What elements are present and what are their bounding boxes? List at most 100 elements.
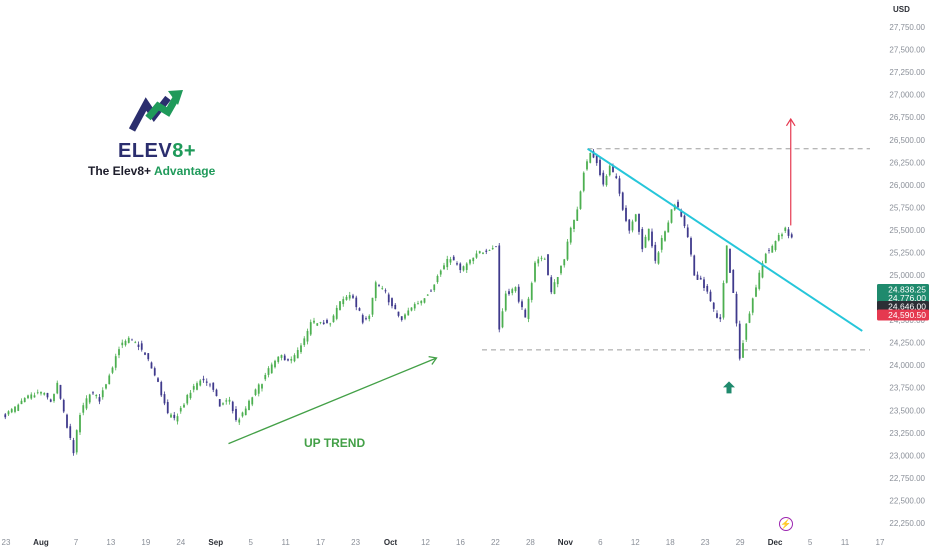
price-badge: 24,646.00 [877,301,929,312]
candle [300,343,302,354]
candle [534,260,536,283]
candle [322,320,325,325]
candle [59,384,62,400]
uptrend-label: UP TREND [304,436,366,450]
candle [781,232,783,240]
candle [495,246,497,248]
candle [543,257,546,260]
candle [745,323,748,342]
candle [277,356,280,364]
candle [608,162,611,177]
price-tick-label: 27,000.00 [889,91,925,100]
lightning-icon[interactable]: ⚡ [779,517,793,531]
currency-label: USD [893,5,910,14]
candle [326,318,328,324]
candle [430,289,432,292]
price-tick-label: 26,750.00 [889,113,925,122]
candle [10,407,13,414]
candle [254,388,257,397]
candle [387,292,390,306]
candle [670,209,673,224]
candle [342,296,345,307]
candle [647,228,650,242]
candle [49,398,52,403]
descending-trendline [587,147,863,332]
uptrend-arrow [228,355,438,445]
candle [248,399,250,411]
candle [547,254,549,276]
candle [335,305,338,321]
candle [280,354,283,361]
candle [722,280,725,320]
candle [371,297,374,317]
candle [7,410,10,416]
candle [400,316,403,322]
candle [517,284,520,304]
candle [537,256,540,267]
candle [446,255,449,271]
day-tick-label: 6 [598,538,603,547]
candle [690,236,692,257]
candle [563,258,566,268]
candle [205,378,208,386]
candle [521,299,523,311]
candle [69,423,72,440]
candle [121,339,124,349]
candle [478,250,481,254]
candle [462,265,465,272]
candle [176,413,179,425]
month-tick-label: Sep [208,538,223,547]
candle [40,391,42,396]
candle [784,226,787,234]
candle [153,366,156,377]
candle [267,366,270,378]
candle [30,392,33,400]
candle [163,391,166,406]
candle [309,319,312,337]
candle [602,170,605,187]
price-tick-label: 27,250.00 [889,68,925,77]
candle [244,406,247,416]
candle [358,307,361,312]
candle [14,405,16,414]
candle [293,353,296,363]
day-tick-label: 22 [491,538,500,547]
day-tick-label: 7 [74,538,79,547]
candle [569,226,572,245]
candle [683,214,686,229]
month-tick-label: Aug [33,538,49,547]
time-axis[interactable]: 23 Aug 7 13 19 24 Sep 5 11 17 23 Oct 12 16 22 28 Nov 6 12 1… [2,538,885,547]
candle [355,295,358,311]
candle [488,249,491,252]
day-tick-label: 29 [736,538,745,547]
svg-text:24,590.50: 24,590.50 [888,310,926,320]
candle [306,328,309,345]
candle [88,393,91,405]
candle [384,288,387,294]
price-tick-label: 22,750.00 [889,474,925,483]
candle [501,308,504,329]
price-axis[interactable]: 27,750.00 27,500.00 27,250.00 27,000.00 26,7… [889,23,925,528]
candle [748,311,751,324]
price-tick-label: 22,500.00 [889,496,925,505]
candle [98,393,101,405]
candle [111,366,114,375]
candle [212,382,215,393]
candle [33,392,36,398]
candle [124,339,127,347]
candle [118,346,120,359]
price-tick-label: 27,500.00 [889,46,925,55]
candle [257,383,260,397]
candle [183,403,185,408]
candle [433,284,436,293]
candle [17,403,20,412]
candle [105,383,107,390]
candle [186,393,189,406]
buy-signal-arrow-icon [723,381,735,394]
svg-text:24,776.00: 24,776.00 [888,293,926,303]
candle [511,287,514,296]
candle [397,311,400,318]
candle [374,280,377,302]
candle [43,392,46,396]
